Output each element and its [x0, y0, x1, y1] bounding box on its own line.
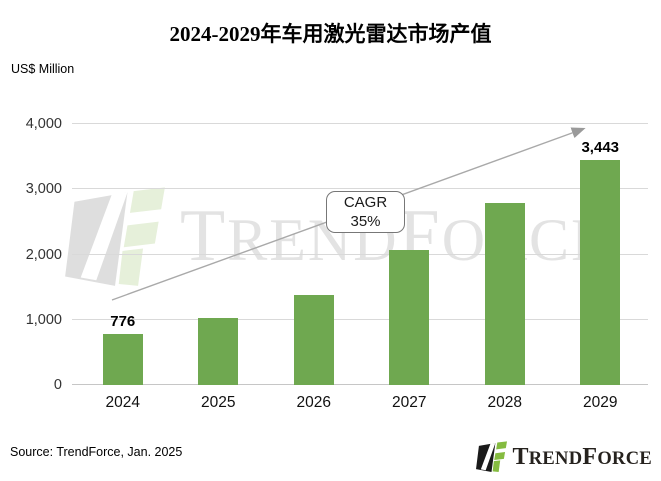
gridline-4000: [72, 123, 648, 124]
bar-value-label-2024: 776: [110, 313, 136, 331]
gridline-3000: [72, 188, 648, 190]
bar-slot-2028: [457, 124, 553, 385]
y-tick-3000: 3,000: [25, 181, 62, 198]
gridline-2000: [72, 253, 648, 255]
bar-2026: [293, 294, 334, 385]
bar-2024: [102, 334, 143, 385]
bar-slot-2025: [171, 124, 267, 385]
y-axis: 0 1,000 2,000 3,000 4,000: [0, 116, 62, 393]
y-tick-4000: 4,000: [25, 116, 62, 132]
y-tick-2000: 2,000: [25, 246, 62, 263]
bar-slot-2029: 3,443: [553, 124, 649, 385]
y-tick-1000: 1,000: [25, 311, 62, 328]
logo-text-part: ORCE: [597, 448, 652, 469]
x-tick-2026: 2026: [296, 394, 331, 411]
gridline-0: [72, 384, 648, 385]
bar-slot-2024: 776: [75, 124, 171, 385]
cagr-value: 35%: [350, 213, 381, 230]
logo-text-part: REND: [528, 448, 583, 469]
x-axis: 2024 2025 2026 2027 2028 2029: [75, 394, 648, 412]
x-tick-2028: 2028: [487, 394, 522, 411]
trendforce-logo-text: TRENDFORCE: [512, 445, 652, 469]
bar-2027: [389, 249, 430, 385]
plot-area: 776 3,443: [72, 123, 648, 385]
x-tick-2024: 2024: [105, 394, 140, 411]
bar-2028: [484, 202, 525, 385]
source-note: Source: TrendForce, Jan. 2025: [10, 445, 183, 459]
trend-arrow-icon: [111, 127, 586, 301]
trendforce-logo-icon: [476, 441, 508, 472]
logo-text-part: T: [512, 443, 529, 470]
bar-2025: [198, 317, 239, 385]
bar-slot-2027: [362, 124, 458, 385]
logo-text-part: F: [582, 443, 598, 470]
trendforce-logo: TRENDFORCE: [476, 440, 652, 473]
cagr-annotation: CAGR 35%: [326, 191, 405, 233]
gridline-1000: [72, 318, 648, 320]
y-axis-unit-label: US$ Million: [11, 62, 75, 76]
x-tick-2029: 2029: [583, 394, 618, 411]
x-tick-2025: 2025: [201, 394, 236, 411]
bar-value-label-2029: 3,443: [581, 139, 620, 157]
bar-series: 776 3,443: [75, 124, 648, 385]
y-tick-0: 0: [53, 377, 62, 393]
bar-slot-2026: [266, 124, 362, 385]
chart-title: 2024-2029年车用激光雷达市场产值: [169, 22, 492, 46]
x-tick-2027: 2027: [392, 394, 427, 411]
bar-2029: [580, 160, 621, 385]
cagr-label: CAGR: [343, 194, 388, 211]
